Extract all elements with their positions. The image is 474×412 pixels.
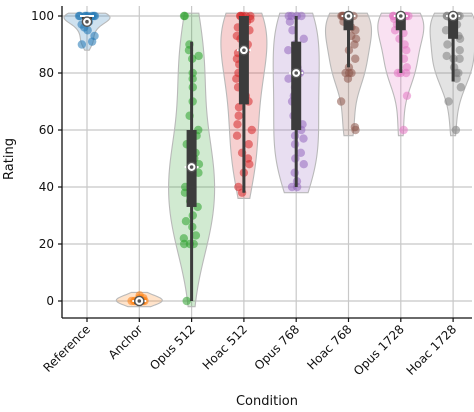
- data-point: [456, 83, 466, 92]
- data-point: [234, 103, 244, 112]
- x-tick-label: Hoac 768: [304, 322, 354, 372]
- mean-marker-center: [85, 19, 89, 24]
- mean-marker-center: [451, 14, 455, 18]
- data-point: [299, 160, 308, 169]
- data-point: [402, 46, 411, 55]
- data-point: [350, 40, 359, 49]
- data-point: [351, 125, 360, 135]
- mean-marker-center: [399, 14, 403, 18]
- data-point: [234, 111, 243, 120]
- data-point: [180, 11, 189, 21]
- data-point: [244, 140, 253, 149]
- data-point: [77, 40, 87, 49]
- mean-marker-center: [294, 71, 299, 75]
- y-tick-label: 20: [39, 237, 54, 251]
- data-point: [343, 74, 353, 83]
- data-point: [285, 17, 295, 26]
- x-axis-label: Condition: [236, 394, 298, 409]
- data-point: [351, 54, 360, 63]
- mean-marker-center: [189, 165, 194, 169]
- iqr-box: [448, 16, 459, 39]
- mean-marker-center: [137, 299, 142, 303]
- data-point: [194, 51, 203, 61]
- x-tick-label: Anchor: [106, 322, 146, 362]
- x-tick-label: Reference: [40, 322, 93, 375]
- data-point: [336, 97, 346, 106]
- mean-marker-center: [346, 14, 351, 18]
- data-point: [232, 74, 241, 83]
- violins: [63, 12, 474, 308]
- data-point: [296, 148, 306, 157]
- x-tick-label: Opus 1728: [351, 322, 407, 378]
- data-points: [74, 11, 466, 306]
- data-point: [444, 97, 453, 106]
- y-tick-label: 60: [39, 123, 54, 137]
- x-tick-label: Opus 512: [147, 322, 198, 373]
- x-tick-label: Hoac 512: [200, 322, 250, 372]
- data-point: [299, 34, 308, 43]
- data-point: [287, 182, 297, 192]
- data-point: [299, 134, 308, 143]
- data-point: [443, 40, 452, 49]
- data-point: [402, 91, 412, 101]
- data-point: [247, 125, 256, 135]
- iqr-box: [343, 16, 354, 31]
- data-point: [455, 46, 464, 55]
- iqr-box: [395, 16, 406, 31]
- iqr-box: [291, 41, 302, 130]
- data-point: [288, 26, 297, 35]
- data-point: [401, 68, 411, 78]
- y-tick-label: 40: [39, 180, 54, 194]
- data-point: [182, 296, 191, 306]
- data-point: [245, 160, 254, 169]
- x-tick-label: Hoac 1728: [404, 322, 460, 378]
- data-point: [284, 46, 293, 55]
- iqr-box: [238, 16, 249, 105]
- data-point: [87, 37, 97, 46]
- data-point: [442, 51, 451, 61]
- y-tick-label: 100: [31, 9, 54, 23]
- y-tick-label: 0: [46, 294, 54, 308]
- data-point: [127, 296, 136, 306]
- data-point: [232, 131, 242, 140]
- data-point: [284, 74, 293, 83]
- x-tick-label: Opus 768: [252, 322, 303, 373]
- data-point: [451, 125, 461, 135]
- y-axis-label: Rating: [2, 138, 17, 180]
- box-plots: [80, 10, 461, 307]
- y-tick-label: 80: [39, 66, 54, 80]
- data-point: [83, 26, 92, 35]
- data-point: [399, 125, 408, 135]
- data-point: [191, 231, 201, 240]
- data-point: [233, 120, 242, 129]
- data-point: [455, 54, 464, 63]
- mean-marker-center: [242, 48, 246, 52]
- data-point: [181, 217, 191, 226]
